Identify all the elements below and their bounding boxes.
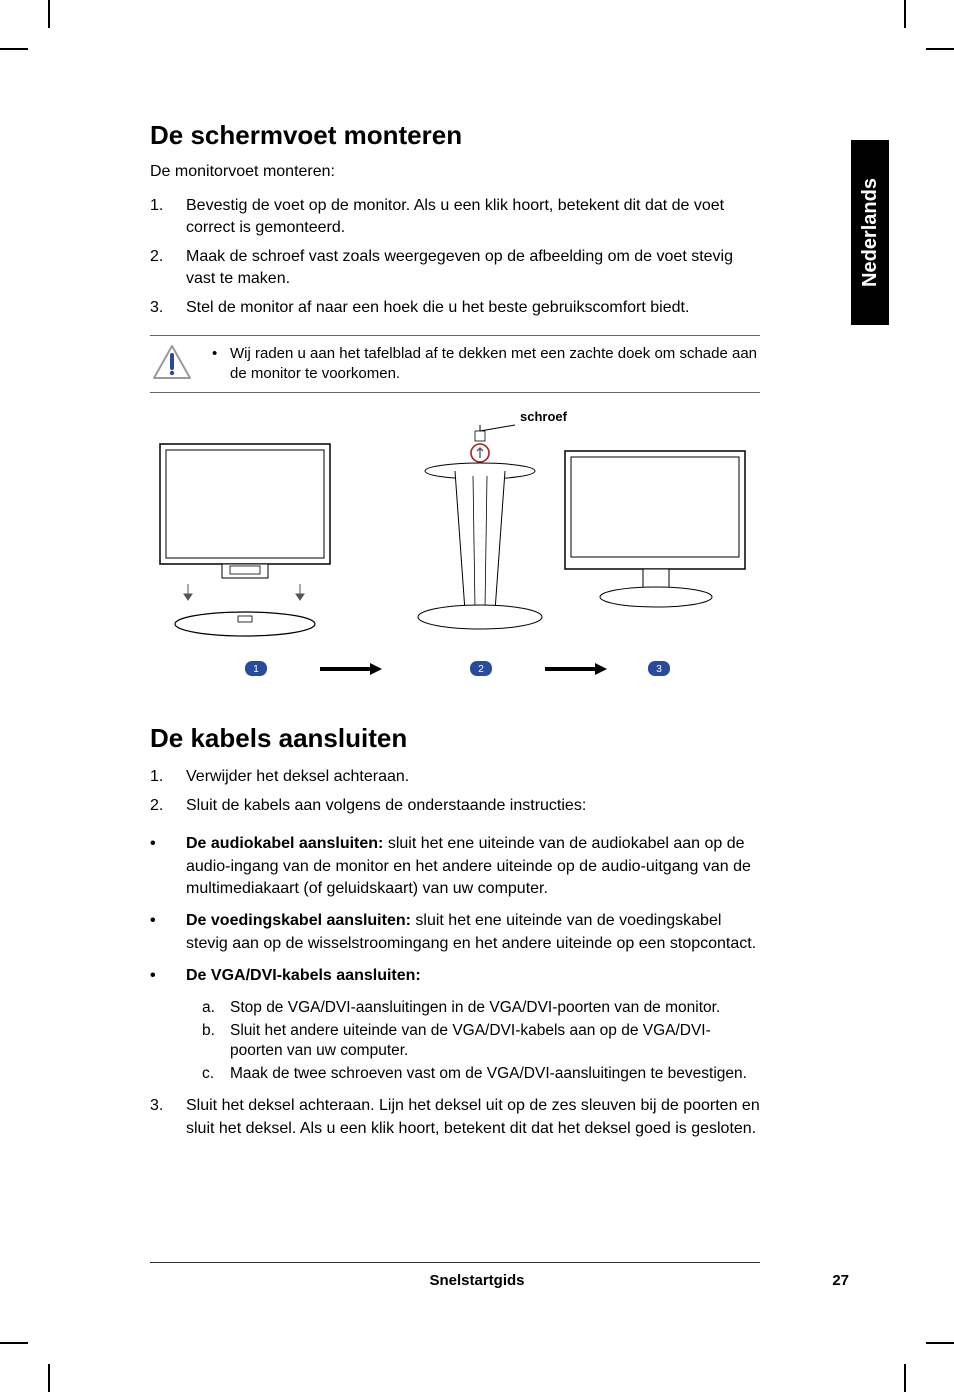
sub-text: Maak de twee schroeven vast om de VGA/DV… <box>230 1064 760 1085</box>
language-tab-label: Nederlands <box>859 178 882 287</box>
list-number: 3. <box>150 1095 186 1140</box>
crop-mark <box>0 1342 28 1344</box>
section1-intro: De monitorvoet monteren: <box>150 163 760 181</box>
crop-mark <box>48 0 50 28</box>
section2-bullets: •De audiokabel aansluiten: sluit het ene… <box>150 833 760 987</box>
sub-letter: a. <box>202 998 230 1019</box>
step-badge-1: 1 <box>253 664 259 675</box>
bullet-bold: De voedingskabel aansluiten: <box>186 912 411 929</box>
footer-page-number: 27 <box>832 1272 849 1289</box>
list-item: 1.Bevestig de voet op de monitor. Als u … <box>150 195 760 240</box>
list-text: Sluit de kabels aan volgens de onderstaa… <box>186 795 760 817</box>
crop-mark <box>904 0 906 28</box>
bullet-item: •De VGA/DVI-kabels aansluiten: <box>150 965 760 987</box>
bullet-dot: • <box>150 910 186 955</box>
note-content: Wij raden u aan het tafelblad af te dekk… <box>230 344 760 385</box>
list-text: Maak de schroef vast zoals weergegeven o… <box>186 246 760 291</box>
step-badge-2: 2 <box>478 664 484 675</box>
section1-heading: De schermvoet monteren <box>150 120 760 151</box>
section2-sublist: a.Stop de VGA/DVI-aansluitingen in de VG… <box>150 998 760 1086</box>
list-number: 3. <box>150 297 186 319</box>
page: Nederlands De schermvoet monteren De mon… <box>0 0 954 1392</box>
bullet-item: •De audiokabel aansluiten: sluit het ene… <box>150 833 760 900</box>
sub-letter: b. <box>202 1021 230 1063</box>
list-text: Stel de monitor af naar een hoek die u h… <box>186 297 760 319</box>
crop-mark <box>0 48 28 50</box>
list-number: 2. <box>150 795 186 817</box>
sub-item: b.Sluit het andere uiteinde van de VGA/D… <box>202 1021 760 1063</box>
bullet-text: De audiokabel aansluiten: sluit het ene … <box>186 833 760 900</box>
bullet-bold: De VGA/DVI-kabels aansluiten: <box>186 967 421 984</box>
crop-mark <box>926 1342 954 1344</box>
crop-mark <box>904 1364 906 1392</box>
schroef-label: schroef <box>520 409 567 424</box>
bullet-bold: De audiokabel aansluiten: <box>186 835 383 852</box>
sub-text: Stop de VGA/DVI-aansluitingen in de VGA/… <box>230 998 760 1019</box>
bullet-dot: • <box>150 833 186 900</box>
sub-item: a.Stop de VGA/DVI-aansluitingen in de VG… <box>202 998 760 1019</box>
list-item: 1.Verwijder het deksel achteraan. <box>150 766 760 788</box>
section2-pre-list: 1.Verwijder het deksel achteraan. 2.Slui… <box>150 766 760 817</box>
bullet-dot: • <box>150 965 186 987</box>
footer-rule <box>150 1262 760 1263</box>
bullet-text: De voedingskabel aansluiten: sluit het e… <box>186 910 760 955</box>
list-item: 3.Stel de monitor af naar een hoek die u… <box>150 297 760 319</box>
bullet-item: •De voedingskabel aansluiten: sluit het … <box>150 910 760 955</box>
footer-title: Snelstartgids <box>429 1272 524 1289</box>
assembly-diagram: schroef <box>150 409 760 699</box>
list-item: 2.Sluit de kabels aan volgens de onderst… <box>150 795 760 817</box>
list-text: Verwijder het deksel achteraan. <box>186 766 760 788</box>
crop-mark <box>926 48 954 50</box>
bullet-text: De VGA/DVI-kabels aansluiten: <box>186 965 760 987</box>
warning-icon <box>150 344 194 382</box>
list-item: 2.Maak de schroef vast zoals weergegeven… <box>150 246 760 291</box>
section2-post-list: 3.Sluit het deksel achteraan. Lijn het d… <box>150 1095 760 1140</box>
list-number: 1. <box>150 766 186 788</box>
section2-heading: De kabels aansluiten <box>150 723 760 754</box>
content-area: De schermvoet monteren De monitorvoet mo… <box>150 120 760 1156</box>
note-text: • Wij raden u aan het tafelblad af te de… <box>194 344 760 385</box>
diagram-svg: 1 2 3 <box>150 409 760 699</box>
sub-item: c.Maak de twee schroeven vast om de VGA/… <box>202 1064 760 1085</box>
list-text: Bevestig de voet op de monitor. Als u ee… <box>186 195 760 240</box>
list-number: 2. <box>150 246 186 291</box>
section1-list: 1.Bevestig de voet op de monitor. Als u … <box>150 195 760 319</box>
note-box: • Wij raden u aan het tafelblad af te de… <box>150 335 760 394</box>
sub-letter: c. <box>202 1064 230 1085</box>
list-number: 1. <box>150 195 186 240</box>
sub-text: Sluit het andere uiteinde van de VGA/DVI… <box>230 1021 760 1063</box>
list-item: 3.Sluit het deksel achteraan. Lijn het d… <box>150 1095 760 1140</box>
bullet-dot: • <box>212 344 230 385</box>
crop-mark <box>48 1364 50 1392</box>
list-text: Sluit het deksel achteraan. Lijn het dek… <box>186 1095 760 1140</box>
step-badge-3: 3 <box>656 664 662 675</box>
language-tab: Nederlands <box>851 140 889 325</box>
